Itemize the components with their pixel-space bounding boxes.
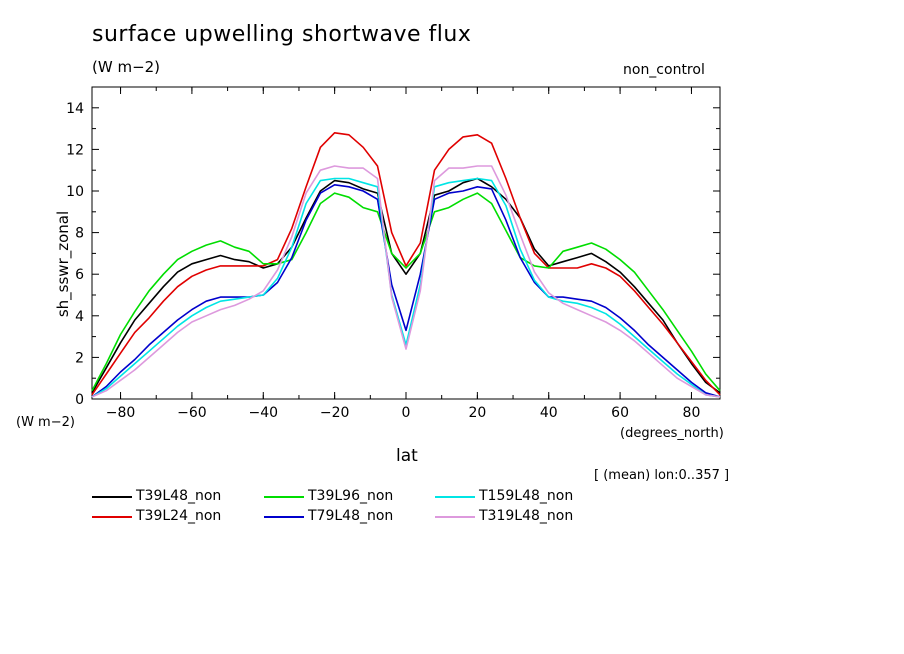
- x-tick-label: −60: [177, 405, 207, 421]
- legend-label: T39L48_non: [136, 488, 222, 504]
- x-tick-label: 60: [611, 405, 629, 421]
- y-tick-label: 2: [75, 350, 84, 366]
- x-tick-label: −20: [320, 405, 350, 421]
- y-axis-unit: (W m−2): [16, 415, 75, 430]
- y-tick-label: 8: [75, 226, 84, 242]
- x-tick-label: 40: [540, 405, 558, 421]
- x-tick-label: 80: [683, 405, 701, 421]
- legend-label: T39L24_non: [136, 508, 222, 524]
- chart-subtitle-units: (W m−2): [92, 58, 161, 76]
- legend-swatch: [435, 496, 475, 498]
- y-tick-label: 10: [66, 184, 84, 200]
- series-line-T79L48_non: [91, 184, 721, 398]
- legend-swatch: [92, 496, 132, 498]
- legend-swatch: [264, 516, 304, 518]
- x-axis-unit: (degrees_north): [620, 426, 724, 441]
- y-tick-label: 0: [75, 392, 84, 408]
- mean-note: [ (mean) lon:0..357 ]: [594, 468, 730, 483]
- legend-swatch: [92, 516, 132, 518]
- legend-swatch: [435, 516, 475, 518]
- plot-frame: [91, 86, 721, 400]
- y-axis-label: sh_sswr_zonal: [54, 210, 72, 318]
- series-line-T39L96_non: [91, 192, 721, 392]
- y-tick-label: 6: [75, 267, 84, 283]
- legend-label: T79L48_non: [308, 508, 394, 524]
- legend-label: T159L48_non: [479, 488, 574, 504]
- y-tick-label: 12: [66, 142, 84, 158]
- legend-label: T319L48_non: [479, 508, 574, 524]
- x-axis-label: lat: [396, 446, 418, 466]
- series-line-T159L48_non: [91, 177, 721, 398]
- x-tick-label: 0: [402, 405, 411, 421]
- y-tick-label: 4: [75, 309, 84, 325]
- series-line-T319L48_non: [91, 165, 721, 398]
- x-tick-label: 20: [468, 405, 486, 421]
- chart-title: surface upwelling shortwave flux: [92, 22, 472, 47]
- y-tick-label: 14: [66, 101, 84, 117]
- legend-label: T39L96_non: [308, 488, 394, 504]
- x-tick-label: −80: [106, 405, 136, 421]
- series-line-T39L48_non: [91, 177, 721, 394]
- x-tick-label: −40: [248, 405, 278, 421]
- run-label: non_control: [623, 62, 705, 78]
- legend-swatch: [264, 496, 304, 498]
- series-line-T39L24_non: [91, 132, 721, 396]
